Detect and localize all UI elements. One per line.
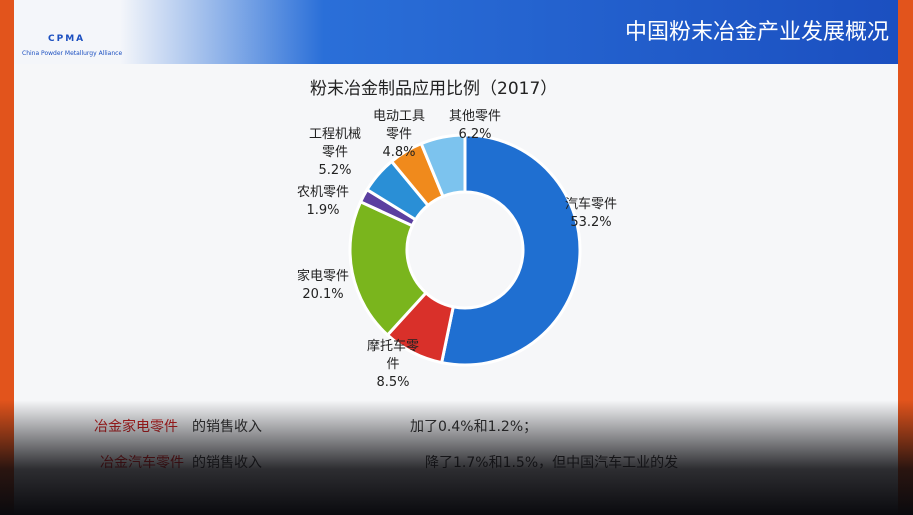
value-label: 8.5% bbox=[376, 375, 410, 390]
category-label: 电动工具零件 bbox=[372, 109, 425, 142]
category-label: 其他零件 bbox=[448, 109, 501, 124]
note: 冶金家电零件 bbox=[94, 419, 178, 435]
value-label: 6.2% bbox=[458, 127, 492, 142]
value-label: 4.8% bbox=[382, 145, 416, 160]
note: 的销售收入 bbox=[192, 419, 262, 435]
category-label: 工程机械零件 bbox=[308, 127, 361, 160]
header-bar bbox=[14, 0, 898, 64]
donut-slice bbox=[348, 199, 429, 338]
donut-slice bbox=[419, 133, 467, 199]
category-label: 家电零件 bbox=[296, 269, 349, 284]
note: 冶金汽车零件 bbox=[100, 455, 184, 471]
chart-title: 粉末冶金制品应用比例（2017） bbox=[310, 79, 558, 99]
donut-slice bbox=[439, 133, 582, 367]
category-label: 摩托车零件 bbox=[366, 339, 419, 372]
note: 加了0.4%和1.2%； bbox=[410, 419, 538, 435]
note: 降了1.7%和1.5%，但中国汽车工业的发 bbox=[425, 455, 679, 471]
logo-subtitle: China Powder Metallurgy Alliance bbox=[22, 50, 123, 57]
value-label: 5.2% bbox=[318, 163, 352, 178]
value-label: 1.9% bbox=[306, 203, 340, 218]
value-label: 20.1% bbox=[302, 287, 344, 302]
left-edge bbox=[0, 0, 14, 515]
category-label: 汽车零件 bbox=[564, 197, 617, 212]
note: 的销售收入 bbox=[192, 455, 262, 471]
header-title: 中国粉末冶金产业发展概况 bbox=[624, 20, 889, 45]
category-label: 农机零件 bbox=[296, 185, 349, 200]
logo: CPMA bbox=[48, 34, 86, 44]
value-label: 53.2% bbox=[570, 215, 612, 230]
right-edge bbox=[898, 0, 913, 515]
